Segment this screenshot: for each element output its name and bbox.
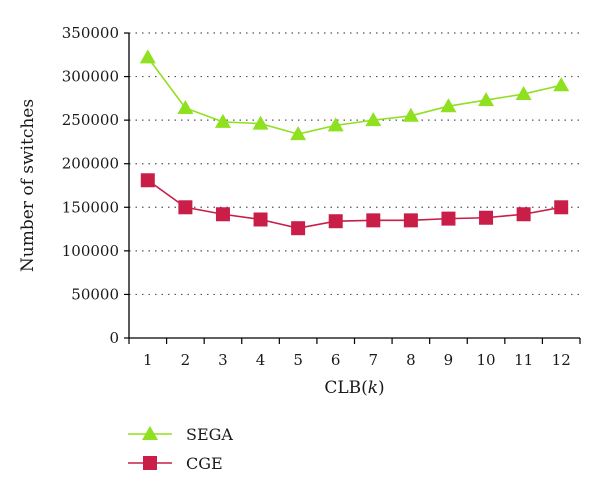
legend: SEGA CGE: [128, 425, 233, 473]
cge-point: [479, 210, 494, 225]
x-tick-label: 7: [369, 351, 379, 369]
x-tick-label: 5: [293, 351, 303, 369]
x-tick-label: 11: [514, 351, 533, 369]
series-sega: [139, 49, 570, 141]
x-tick-label: 8: [406, 351, 416, 369]
x-axis-ticks: 1 2 3 4 5 6 7 8 9 10 11 12: [128, 338, 581, 369]
cge-point: [554, 200, 569, 215]
y-tick-label: 0: [109, 329, 119, 347]
series-cge: [140, 173, 569, 236]
gridlines: [129, 32, 580, 296]
y-tick-label: 250000: [62, 111, 119, 129]
x-tick-label: 9: [444, 351, 454, 369]
x-tick-label: 2: [181, 351, 191, 369]
x-tick-label: 12: [552, 351, 571, 369]
sega-point: [553, 77, 570, 92]
legend-item-sega: SEGA: [128, 425, 233, 444]
sega-point: [478, 92, 495, 107]
x-axis-title-suffix: ): [378, 378, 385, 398]
cge-point: [441, 211, 456, 226]
y-tick-label: 150000: [62, 198, 119, 216]
x-axis-title-variable: k: [368, 378, 378, 398]
cge-point: [403, 213, 418, 228]
sega-point: [177, 99, 194, 114]
x-tick-label: 6: [331, 351, 341, 369]
legend-marker-cge: [143, 456, 157, 470]
y-tick-label: 200000: [62, 155, 119, 173]
cge-point: [328, 214, 343, 229]
x-tick-label: 1: [143, 351, 153, 369]
y-axis-ticks: 0 50000 100000 150000 200000 250000 300000 3500…: [62, 24, 129, 347]
cge-point: [291, 221, 306, 236]
series-line-sega: [147, 56, 562, 135]
y-axis-title: Number of switches: [18, 99, 38, 272]
y-tick-label: 100000: [62, 242, 119, 260]
legend-item-cge: CGE: [128, 454, 223, 473]
sega-point: [290, 126, 307, 141]
x-axis-title: CLB(k): [324, 378, 384, 398]
legend-label-cge: CGE: [186, 454, 223, 473]
cge-point: [366, 213, 381, 228]
sega-point: [252, 115, 269, 130]
y-tick-label: 300000: [62, 68, 119, 86]
sega-point: [327, 117, 344, 132]
legend-label-sega: SEGA: [186, 425, 233, 444]
cge-point: [253, 212, 268, 227]
sega-point: [515, 86, 532, 100]
sega-point: [402, 107, 419, 122]
x-axis-title-prefix: CLB(: [324, 378, 367, 398]
y-tick-label: 350000: [62, 24, 119, 42]
sega-point: [440, 98, 457, 113]
axes: [128, 33, 580, 339]
x-tick-label: 4: [256, 351, 266, 369]
x-tick-label: 3: [218, 351, 228, 369]
sega-point: [365, 112, 382, 127]
sega-point: [139, 49, 156, 64]
x-tick-label: 10: [476, 351, 495, 369]
sega-point: [214, 113, 231, 128]
series: [139, 49, 570, 236]
y-tick-label: 50000: [71, 285, 119, 303]
cge-point: [140, 173, 155, 188]
cge-point: [516, 207, 531, 222]
cge-point: [178, 200, 193, 215]
series-line-cge: [147, 179, 562, 230]
cge-point: [215, 207, 230, 222]
legend-marker-sega: [142, 426, 158, 440]
